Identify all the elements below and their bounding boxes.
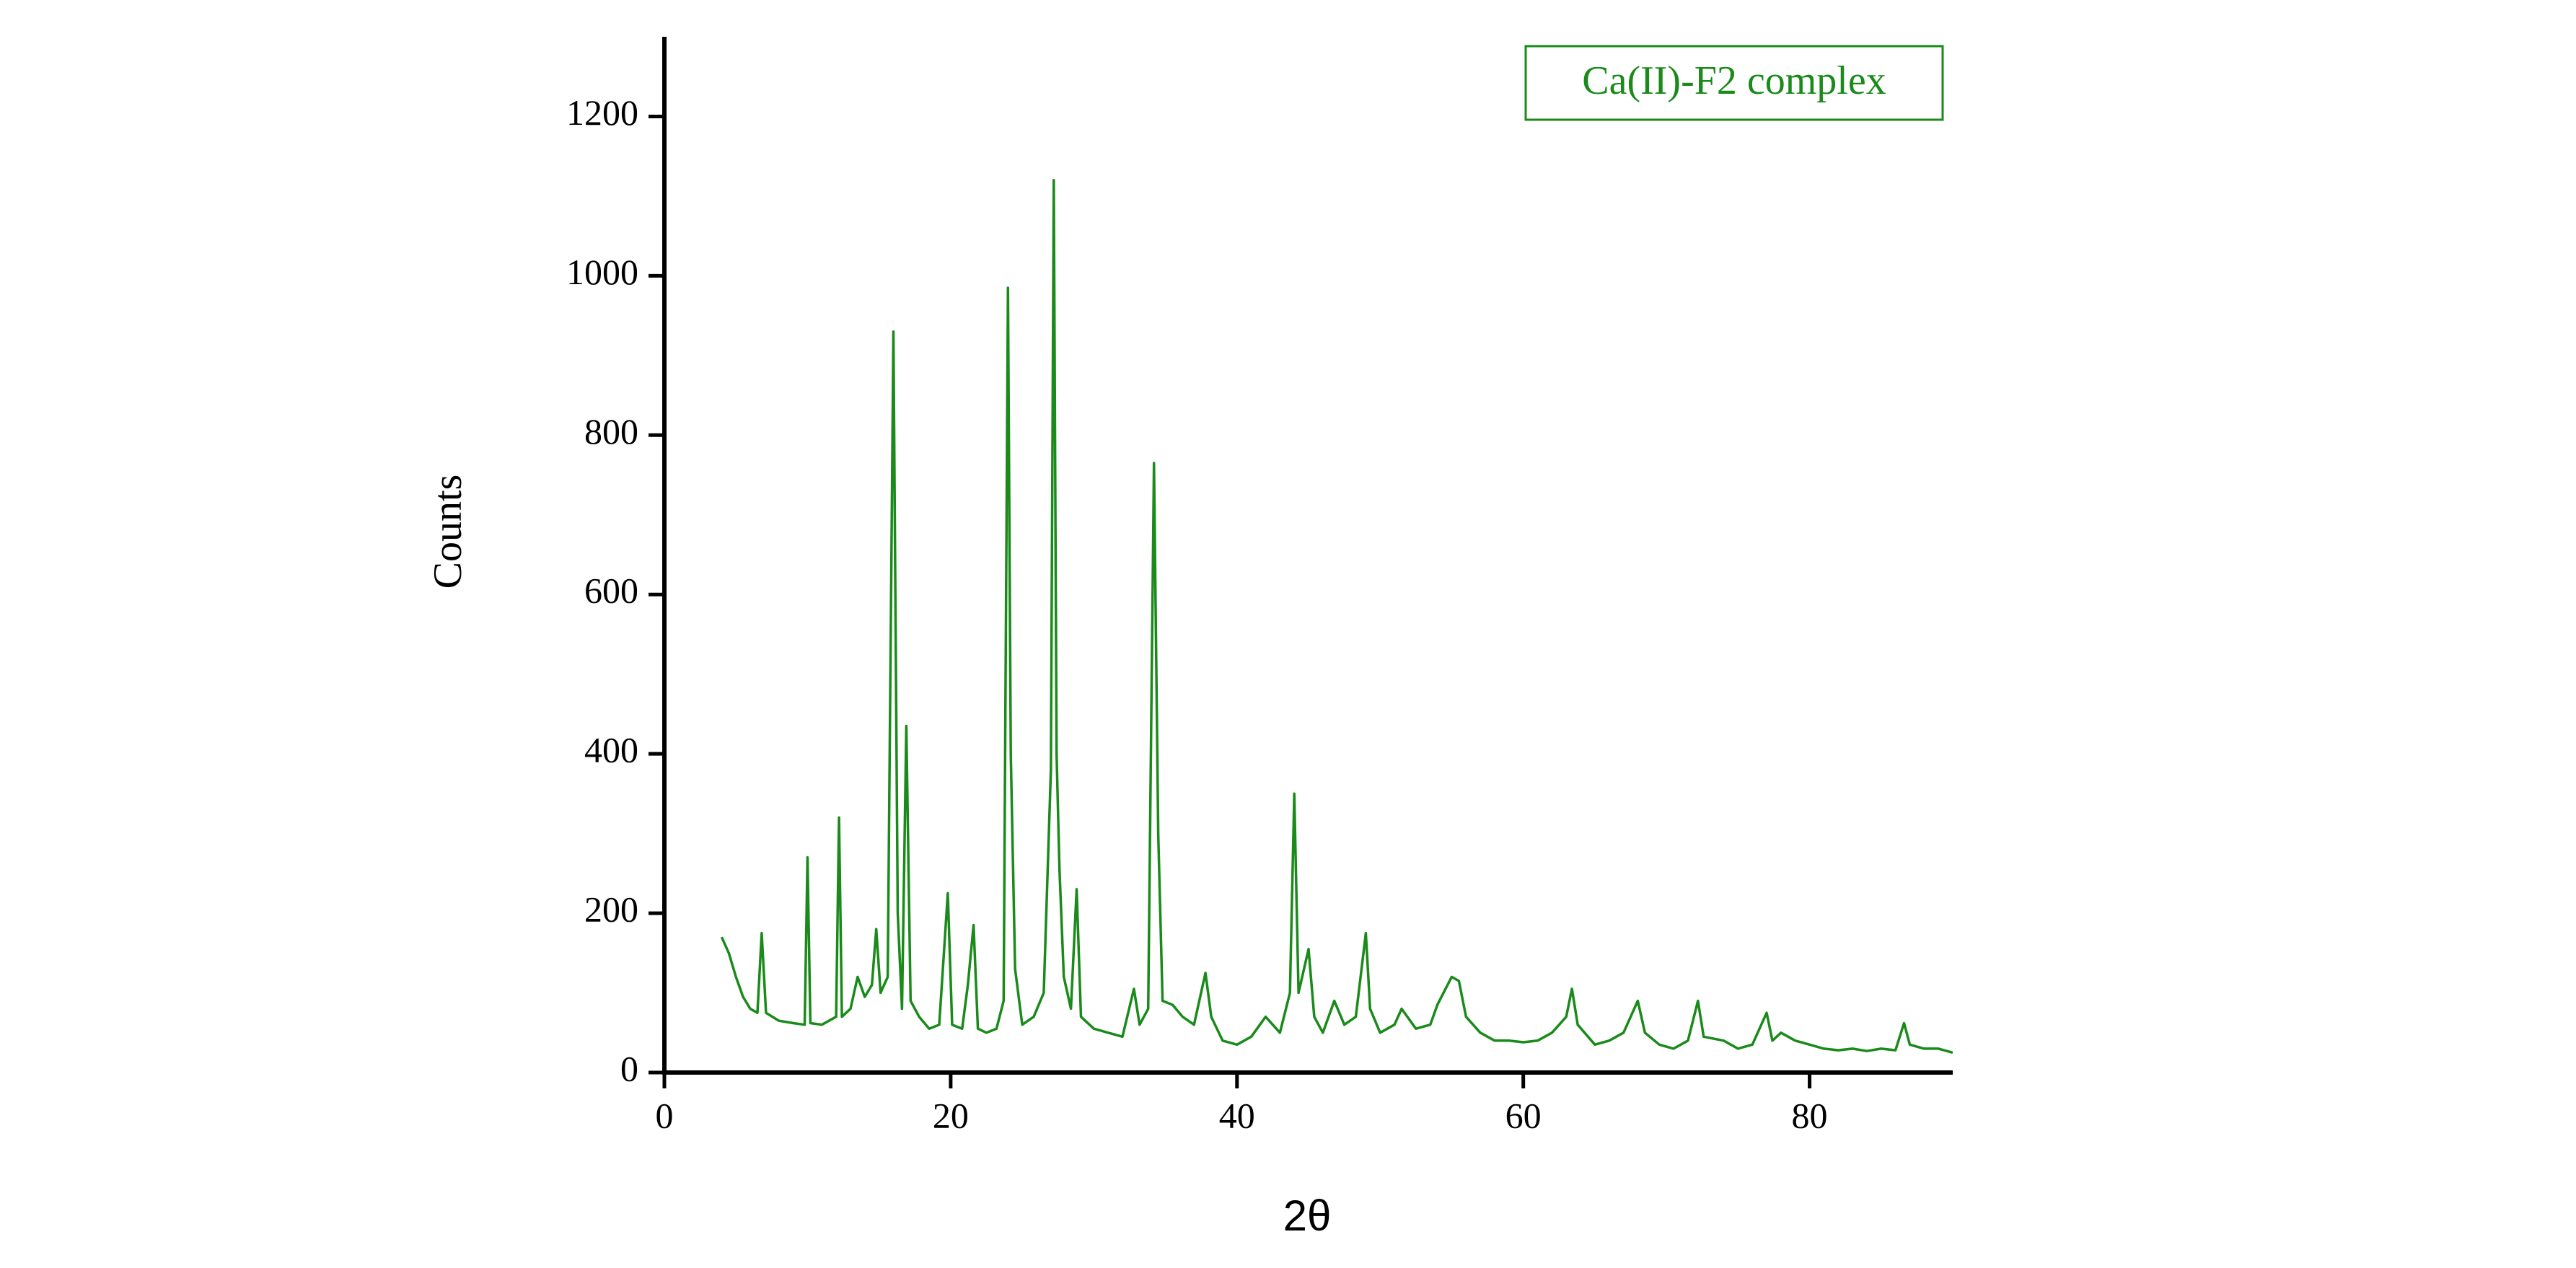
legend-box [1524, 45, 1944, 121]
y-tick-label: 1000 [566, 252, 638, 292]
x-tick-label: 20 [933, 1095, 969, 1135]
y-tick-label: 1200 [566, 92, 638, 133]
y-tick-label: 200 [584, 889, 638, 930]
x-axis-label: 2θ [1283, 1192, 1332, 1240]
x-tick-label: 40 [1219, 1095, 1255, 1135]
legend-label: Ca(II)-F2 complex [1582, 58, 1886, 103]
x-tick-label: 80 [1792, 1095, 1828, 1135]
y-tick-label: 0 [620, 1048, 638, 1088]
y-tick-label: 600 [584, 571, 638, 611]
y-tick-label: 400 [584, 730, 638, 770]
data-line [720, 179, 1953, 1055]
x-tick-label: 0 [656, 1095, 674, 1135]
y-tick-label: 800 [584, 411, 638, 452]
y-axis-label: Counts [426, 475, 470, 589]
x-tick-label: 60 [1505, 1095, 1542, 1135]
